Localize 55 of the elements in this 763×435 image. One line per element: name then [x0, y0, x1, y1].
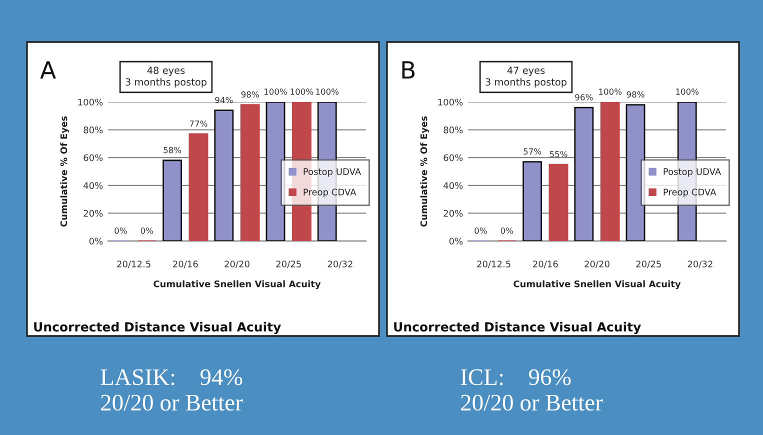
- x-tick-label: 20/25: [276, 260, 301, 268]
- data-label: 77%: [190, 120, 208, 127]
- y-tick-label: 0%: [89, 238, 103, 245]
- data-label: 55%: [550, 151, 568, 158]
- y-tick-label: 40%: [84, 182, 103, 189]
- chart-title: B: [402, 61, 415, 79]
- data-label: 0%: [500, 228, 514, 234]
- data-label: 100%: [599, 88, 622, 95]
- text: 48 eyes 3 months postop: [126, 66, 207, 88]
- y-tick-label: 20%: [444, 210, 463, 217]
- x-tick-label: 20/12.5: [117, 260, 150, 268]
- y-axis-title: Cumulative % Of Eyes: [420, 116, 429, 227]
- y-tick-label: 60%: [84, 154, 103, 162]
- text: Uncorrected Distance Visual Acuity: [34, 322, 281, 334]
- text: ICL: 96% 20/20 or Better: [460, 369, 603, 411]
- y-tick-label: 100%: [78, 98, 103, 106]
- y-tick-label: 40%: [444, 182, 463, 189]
- x-tick-label: 20/20: [224, 260, 250, 268]
- y-axis-title: Cumulative % Of Eyes: [60, 116, 69, 227]
- data-label: 0%: [114, 228, 127, 234]
- data-label: 94%: [215, 96, 233, 104]
- x-tick-label: 20/12.5: [477, 260, 510, 268]
- x-tick-label: 20/32: [328, 260, 352, 268]
- x-tick-label: 20/20: [584, 260, 610, 268]
- y-tick-label: 0%: [449, 238, 463, 245]
- y-tick-label: 80%: [84, 126, 103, 134]
- x-tick-label: 20/25: [636, 260, 661, 268]
- x-tick-label: 20/16: [173, 260, 198, 268]
- text: Uncorrected Distance Visual Acuity: [394, 322, 641, 334]
- y-tick-label: 60%: [444, 154, 463, 162]
- legend-label: Postop UDVA: [304, 168, 362, 177]
- data-label: 57%: [524, 148, 542, 155]
- x-tick-label: 20/32: [688, 260, 712, 268]
- data-label: 58%: [164, 146, 182, 154]
- x-axis-title: Cumulative Snellen Visual Acuity: [154, 280, 321, 290]
- data-label: 96%: [575, 94, 593, 100]
- data-label: 98%: [241, 91, 259, 98]
- data-label: 100%: [316, 88, 339, 95]
- legend-label: Postop UDVA: [664, 168, 722, 177]
- y-tick-label: 100%: [438, 98, 463, 106]
- y-tick-label: 20%: [84, 210, 103, 217]
- data-label: 100%: [290, 88, 314, 95]
- y-tick-label: 80%: [444, 126, 463, 134]
- text: LASIK: 94% 20/20 or Better: [100, 369, 243, 411]
- data-label: 98%: [626, 91, 644, 98]
- text: 47 eyes 3 months postop: [486, 66, 567, 88]
- data-label: 0%: [140, 228, 154, 234]
- data-label: 100%: [676, 88, 699, 95]
- legend-label: Preop CDVA: [664, 188, 716, 198]
- chart-title: A: [40, 61, 56, 79]
- data-label: 100%: [264, 88, 287, 95]
- x-axis-title: Cumulative Snellen Visual Acuity: [514, 280, 681, 290]
- x-tick-label: 20/16: [533, 260, 558, 268]
- legend-label: Preop CDVA: [304, 188, 356, 198]
- data-label: 0%: [474, 228, 487, 234]
